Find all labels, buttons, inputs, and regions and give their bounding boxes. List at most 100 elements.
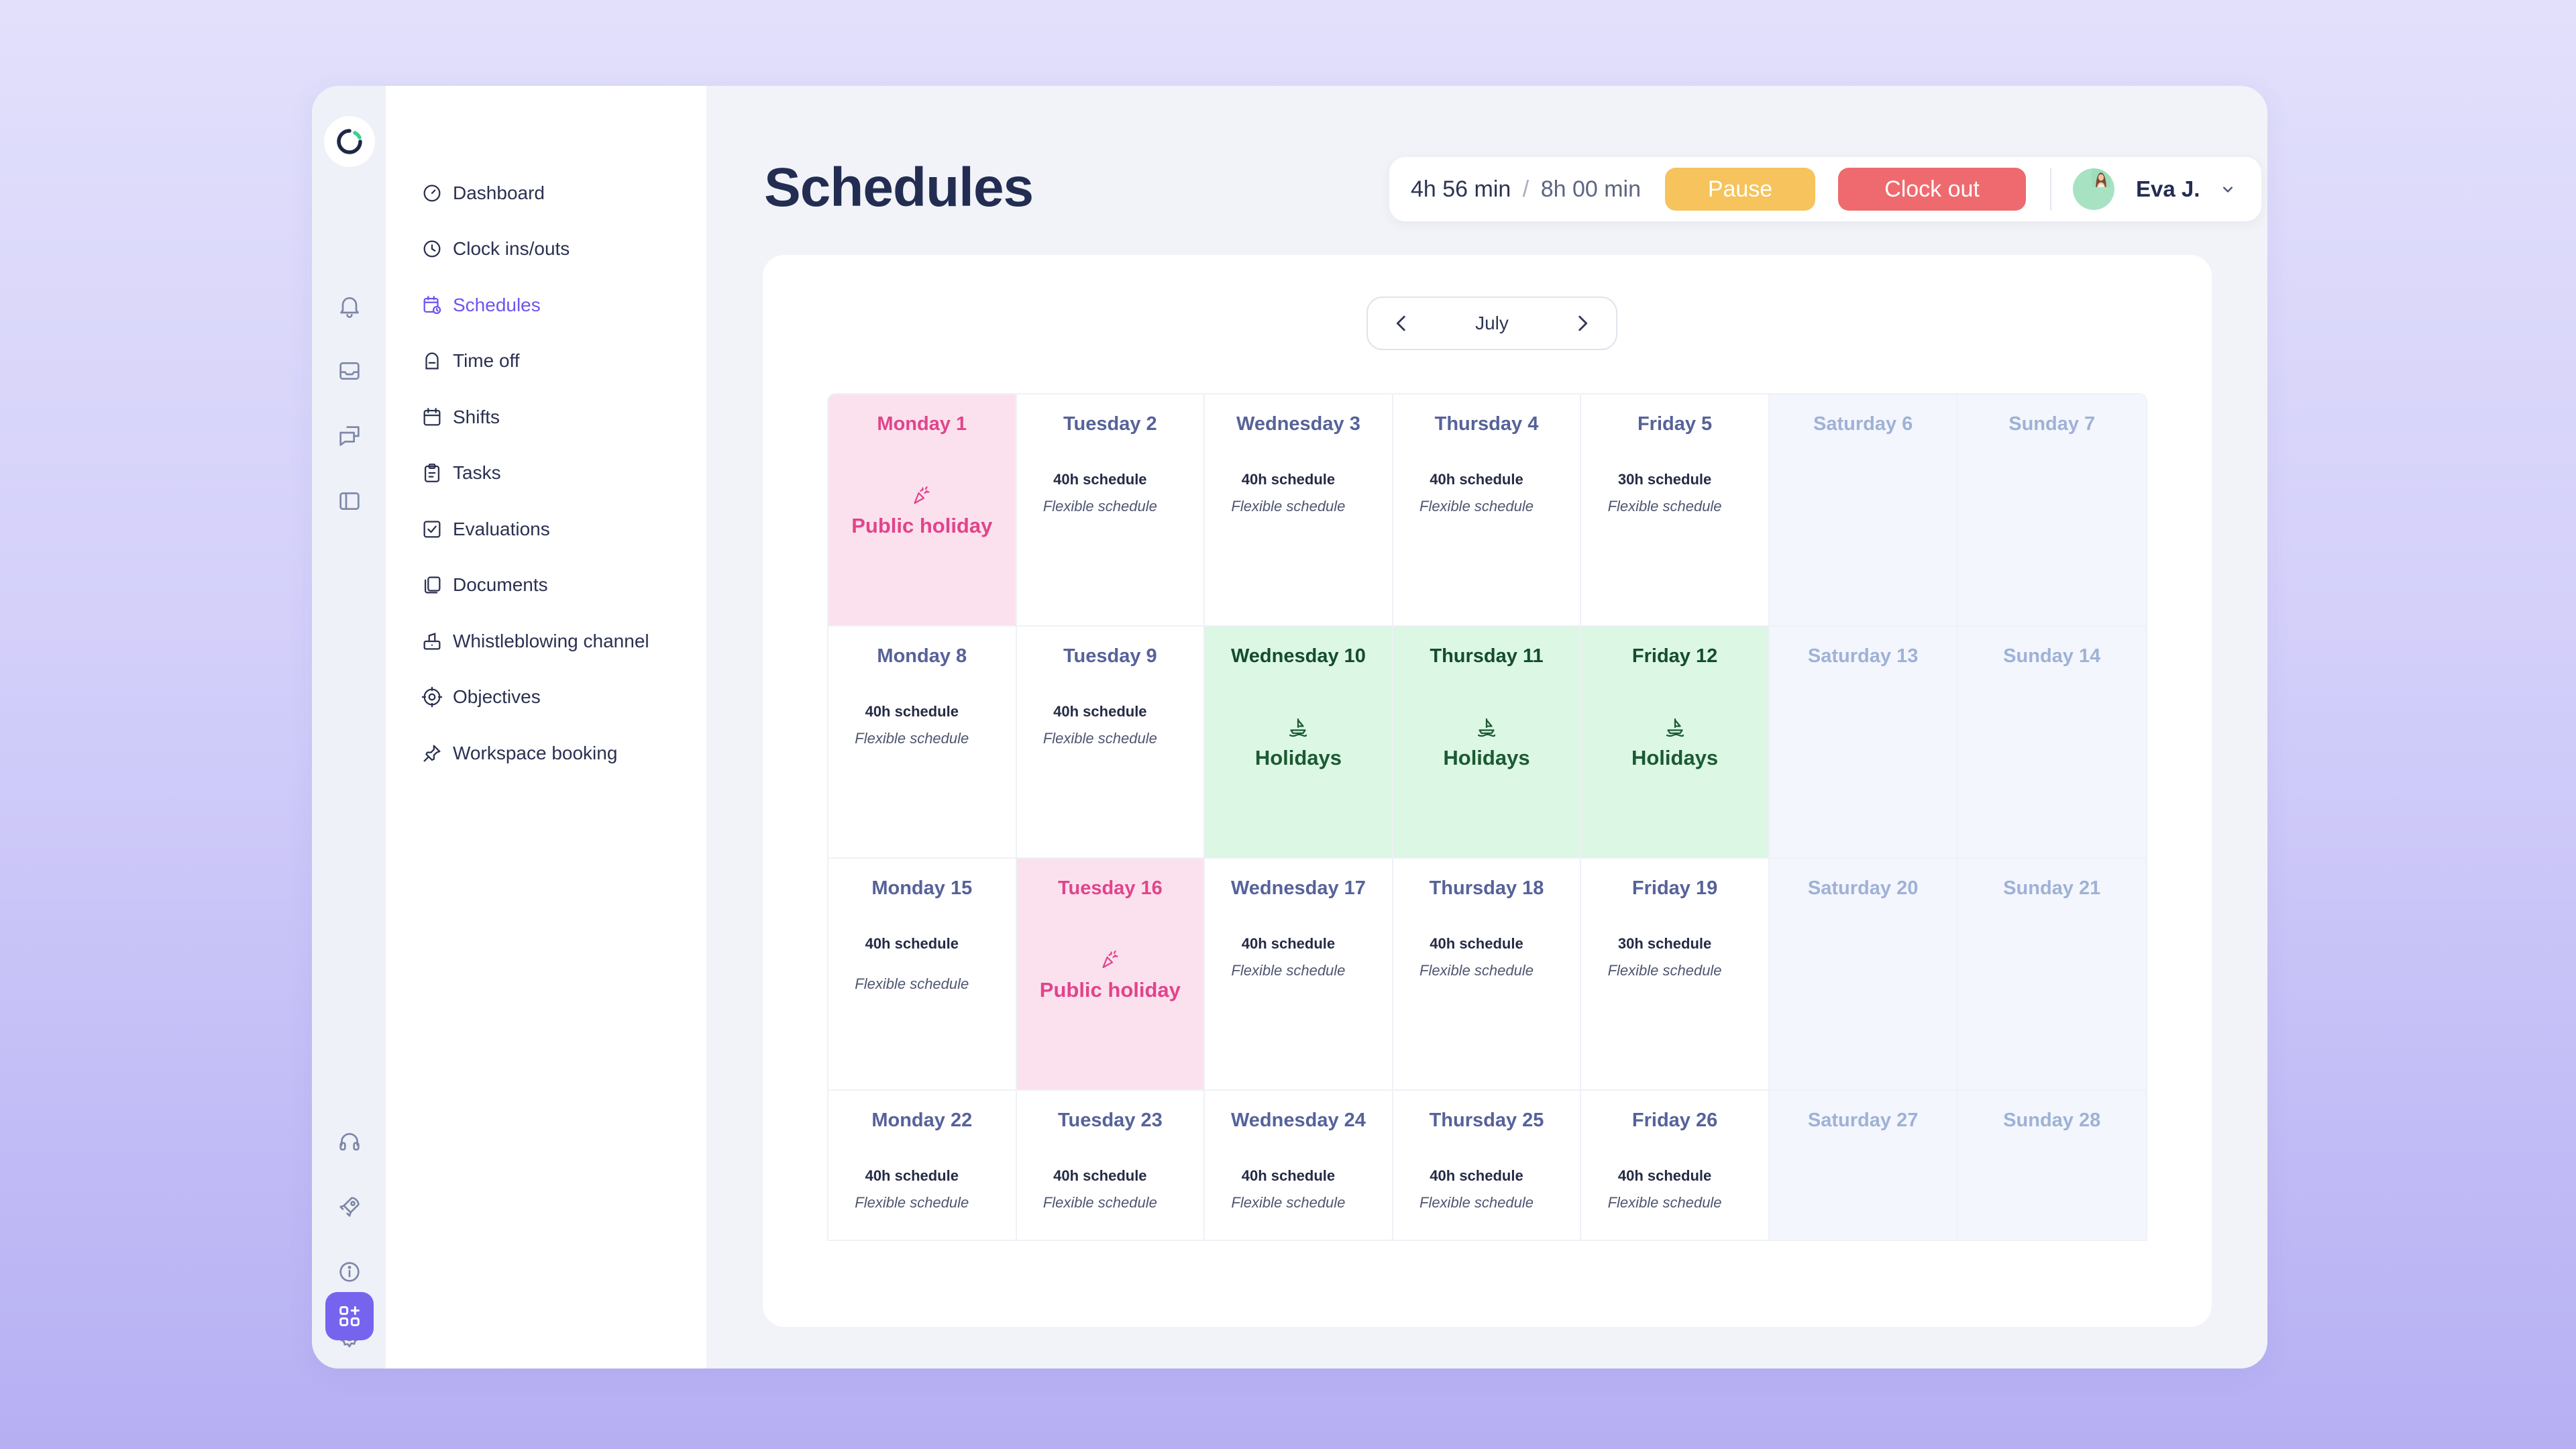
app-logo[interactable] xyxy=(324,116,375,167)
day-cell[interactable]: Thursday 18 40h schedule Flexible schedule xyxy=(1393,859,1582,1091)
user-menu[interactable]: Eva J. xyxy=(2073,168,2237,210)
app-window: Dashboard Clock ins/outs Schedules Time … xyxy=(312,86,2267,1368)
schedule-info: 40h schedule Flexible schedule xyxy=(1017,1167,1204,1212)
sidebar-item-clock-ins[interactable]: Clock ins/outs xyxy=(386,221,706,278)
schedule-hours: 40h schedule xyxy=(1430,471,1523,488)
schedule-hours: 40h schedule xyxy=(865,1167,959,1184)
day-label: Monday 15 xyxy=(871,877,973,899)
day-cell[interactable]: Friday 26 40h schedule Flexible schedule xyxy=(1581,1091,1770,1240)
sidebar-item-workspace-booking[interactable]: Workspace booking xyxy=(386,725,706,782)
day-cell[interactable]: Friday 19 30h schedule Flexible schedule xyxy=(1581,859,1770,1091)
apps-button[interactable] xyxy=(325,1292,374,1340)
day-cell[interactable]: Monday 15 40h schedule Flexible schedule xyxy=(828,859,1017,1091)
sidebar-item-time-off[interactable]: Time off xyxy=(386,333,706,390)
event-label: Public holiday xyxy=(1039,978,1181,1002)
sidebar-item-label: Objectives xyxy=(453,686,541,708)
sidebar-item-shifts[interactable]: Shifts xyxy=(386,389,706,445)
day-cell[interactable]: Wednesday 17 40h schedule Flexible schedul… xyxy=(1205,859,1393,1091)
day-cell[interactable]: Tuesday 2 40h schedule Flexible schedule xyxy=(1016,394,1205,627)
day-cell[interactable]: Wednesday 3 40h schedule Flexible schedule xyxy=(1205,394,1393,627)
sidebar-item-tasks[interactable]: Tasks xyxy=(386,445,706,502)
rocket-icon[interactable] xyxy=(334,1191,365,1222)
day-label: Wednesday 17 xyxy=(1230,877,1366,899)
bell-icon[interactable] xyxy=(334,290,365,321)
day-cell[interactable]: Monday 22 40h schedule Flexible schedule xyxy=(828,1091,1017,1240)
sidebar-item-schedules[interactable]: Schedules xyxy=(386,277,706,333)
day-cell[interactable]: Monday 8 40h schedule Flexible schedule xyxy=(828,627,1017,859)
logo-icon xyxy=(337,129,362,154)
sidebar-icon[interactable] xyxy=(334,486,365,517)
sidebar-item-objectives[interactable]: Objectives xyxy=(386,669,706,726)
schedule-type: Flexible schedule xyxy=(855,1194,969,1211)
day-label: Monday 1 xyxy=(877,413,967,435)
day-label: Tuesday 2 xyxy=(1063,413,1157,435)
sidebar-item-label: Clock ins/outs xyxy=(453,238,570,260)
day-cell[interactable]: Thursday 25 40h schedule Flexible schedule xyxy=(1393,1091,1582,1240)
day-cell[interactable]: Wednesday 10 Holidays xyxy=(1205,627,1393,859)
prev-month-button[interactable] xyxy=(1388,310,1415,337)
time-off-icon xyxy=(425,352,439,370)
day-cell[interactable]: Tuesday 16 Public holiday xyxy=(1016,859,1205,1091)
sidebar-item-label: Documents xyxy=(453,574,548,596)
day-label: Friday 5 xyxy=(1637,413,1713,435)
sidebar-item-label: Time off xyxy=(453,350,520,372)
schedule-type: Flexible schedule xyxy=(1607,1194,1722,1211)
timer-worked: 4h 56 min xyxy=(1411,176,1511,202)
day-label: Sunday 21 xyxy=(2003,877,2101,899)
day-cell[interactable]: Tuesday 9 40h schedule Flexible schedule xyxy=(1016,627,1205,859)
inbox-icon[interactable] xyxy=(334,356,365,386)
megaphone-icon xyxy=(423,632,441,650)
user-name: Eva J. xyxy=(2136,176,2200,201)
schedule-type: Flexible schedule xyxy=(855,975,969,992)
sidebar-item-label: Tasks xyxy=(453,462,501,484)
schedule-type: Flexible schedule xyxy=(1042,730,1157,747)
schedule-hours: 30h schedule xyxy=(1617,471,1712,488)
day-label: Thursday 18 xyxy=(1429,877,1544,899)
schedule-type: Flexible schedule xyxy=(1231,498,1346,515)
pin-icon xyxy=(423,745,441,762)
schedule-type: Flexible schedule xyxy=(1231,962,1346,979)
day-cell: Saturday 13 xyxy=(1769,627,1958,859)
day-cell[interactable]: Friday 12 Holidays xyxy=(1581,627,1770,859)
schedule-type: Flexible schedule xyxy=(1231,1194,1346,1211)
schedule-info: 40h schedule Flexible schedule xyxy=(1017,703,1204,747)
schedule-info: 40h schedule Flexible schedule xyxy=(1017,471,1204,515)
clock-out-button[interactable]: Clock out xyxy=(1838,168,2027,211)
day-cell: Saturday 6 xyxy=(1769,394,1958,627)
holidays-event: Holidays xyxy=(1205,715,1392,770)
chevron-right-icon xyxy=(1578,315,1588,331)
day-cell[interactable]: Thursday 11 Holidays xyxy=(1393,627,1582,859)
day-cell[interactable]: Wednesday 24 40h schedule Flexible schedul… xyxy=(1205,1091,1393,1240)
schedule-hours: 40h schedule xyxy=(1430,1167,1523,1184)
schedule-info: 30h schedule Flexible schedule xyxy=(1581,471,1768,515)
pause-button[interactable]: Pause xyxy=(1665,168,1816,211)
sidebar-item-dashboard[interactable]: Dashboard xyxy=(386,165,706,221)
day-cell[interactable]: Friday 5 30h schedule Flexible schedule xyxy=(1581,394,1770,627)
schedule-info: 30h schedule Flexible schedule xyxy=(1581,935,1768,979)
boat-icon xyxy=(1581,715,1768,739)
day-label: Saturday 6 xyxy=(1813,413,1913,435)
sidebar-item-documents[interactable]: Documents xyxy=(386,557,706,614)
info-icon[interactable] xyxy=(334,1256,365,1287)
documents-icon xyxy=(424,576,441,594)
headset-icon[interactable] xyxy=(334,1126,365,1157)
sidebar-item-whistleblowing[interactable]: Whistleblowing channel xyxy=(386,613,706,669)
checkbox-icon xyxy=(423,521,441,538)
sidebar-item-label: Shifts xyxy=(453,406,500,427)
day-cell: Sunday 14 xyxy=(1957,627,2146,859)
sidebar-item-evaluations[interactable]: Evaluations xyxy=(386,501,706,557)
day-label: Wednesday 24 xyxy=(1230,1110,1366,1131)
schedule-type: Flexible schedule xyxy=(1042,1194,1157,1211)
day-label: Saturday 20 xyxy=(1807,877,1919,899)
sidebar-item-label: Workspace booking xyxy=(453,742,618,763)
day-cell[interactable]: Monday 1 Public holiday xyxy=(828,394,1017,627)
schedule-hours: 40h schedule xyxy=(865,935,959,952)
day-cell[interactable]: Tuesday 23 40h schedule Flexible schedule xyxy=(1016,1091,1205,1240)
holidays-event: Holidays xyxy=(1581,715,1768,770)
schedule-info: 40h schedule Flexible schedule xyxy=(1393,471,1580,515)
chat-icon[interactable] xyxy=(334,421,365,451)
day-cell[interactable]: Thursday 4 40h schedule Flexible schedule xyxy=(1393,394,1582,627)
day-label: Thursday 11 xyxy=(1430,645,1544,667)
calendar-grid: Monday 1 Public holiday Tuesday 2 40h sched… xyxy=(827,393,2147,1241)
next-month-button[interactable] xyxy=(1569,310,1596,337)
